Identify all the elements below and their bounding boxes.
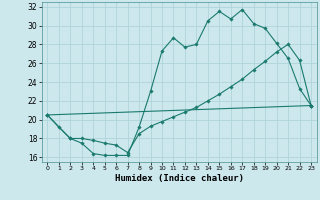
X-axis label: Humidex (Indice chaleur): Humidex (Indice chaleur) (115, 174, 244, 183)
